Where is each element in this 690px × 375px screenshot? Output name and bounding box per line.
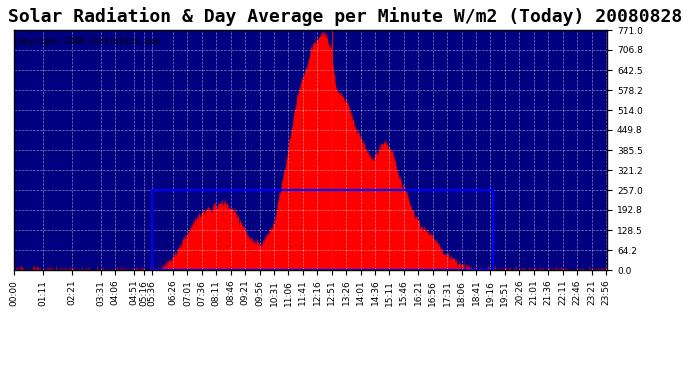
Text: Solar Radiation & Day Average per Minute W/m2 (Today) 20080828: Solar Radiation & Day Average per Minute… xyxy=(8,8,682,27)
Text: Copyright 2008 Cartronics.com: Copyright 2008 Cartronics.com xyxy=(14,37,159,46)
Bar xyxy=(152,190,493,270)
